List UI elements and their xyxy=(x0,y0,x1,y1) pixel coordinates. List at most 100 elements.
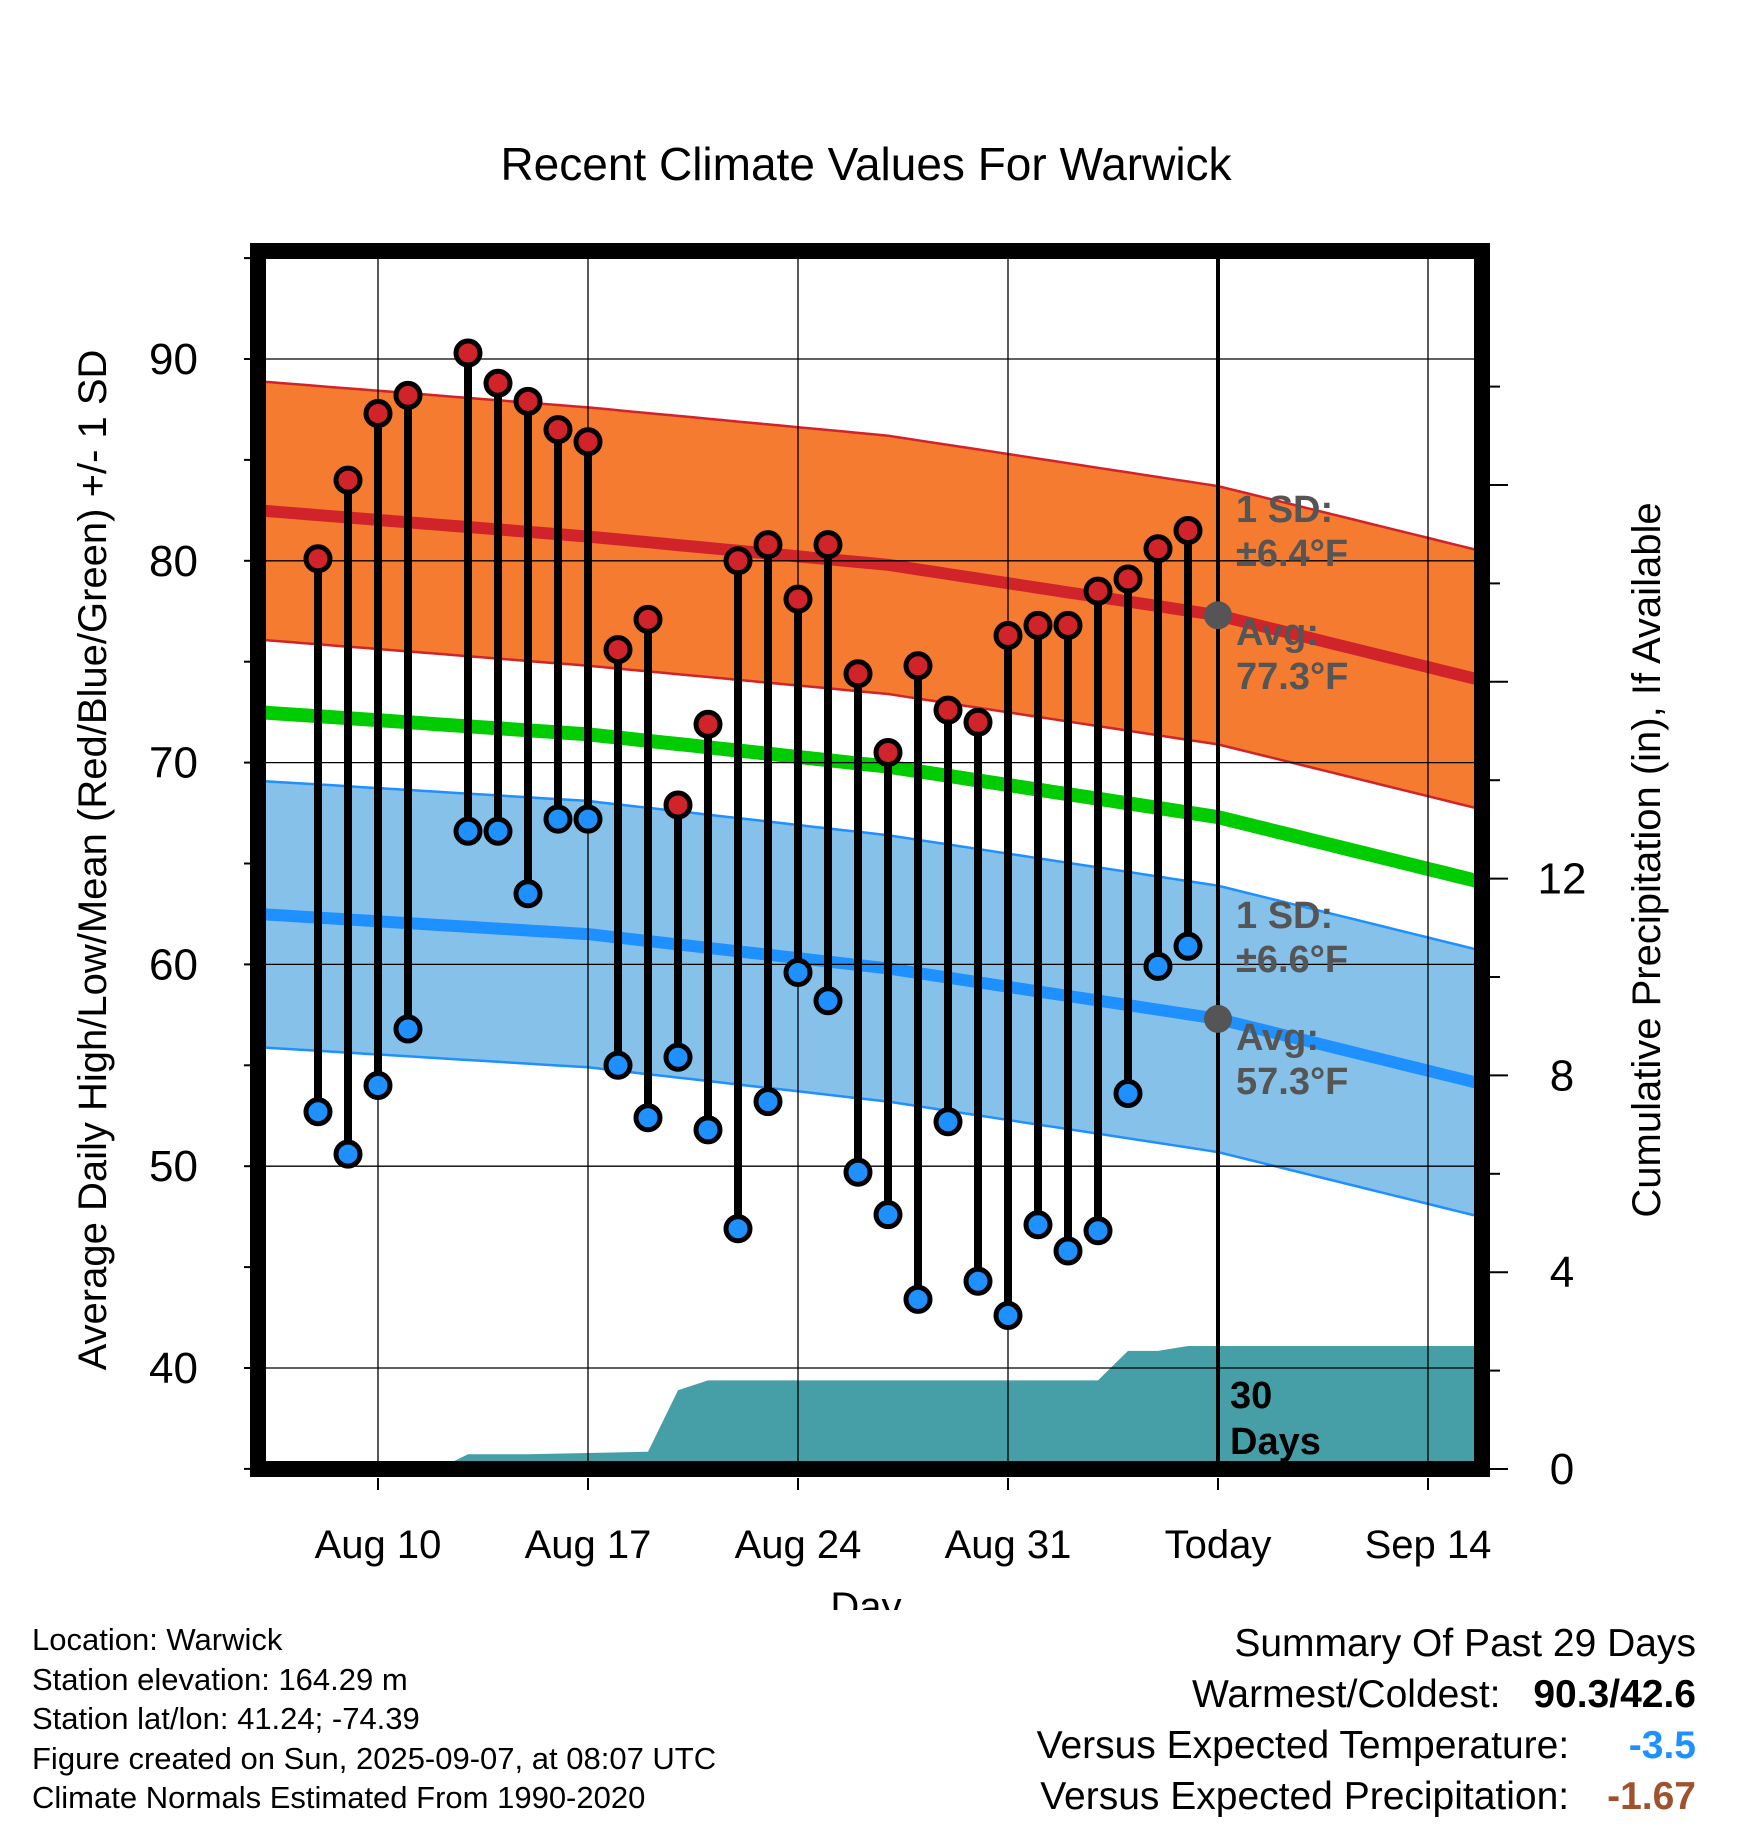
right-tick-label: 0 xyxy=(1550,1445,1574,1494)
normal-mean-line xyxy=(257,705,1490,891)
high-dot xyxy=(333,465,363,495)
low-dot xyxy=(1113,1079,1143,1109)
summary-title: Summary Of Past 29 Days xyxy=(1234,1622,1696,1665)
low-dot xyxy=(1053,1236,1083,1266)
warmest-value: 90.3/42.6 xyxy=(1533,1673,1696,1716)
low-dot xyxy=(843,1157,873,1187)
normal-high-line xyxy=(257,504,1490,688)
today-normal-low-marker xyxy=(1204,1004,1232,1033)
low-dot xyxy=(663,1042,693,1072)
low-sd-annotation: 1 SD: xyxy=(1236,895,1333,937)
high-dot xyxy=(1113,564,1143,594)
low-dot xyxy=(513,879,543,909)
low-dot xyxy=(933,1107,963,1137)
normal-low-line xyxy=(257,908,1490,1092)
created-text: Figure created on Sun, 2025-09-07, at 08… xyxy=(32,1740,717,1776)
high-dot xyxy=(813,530,843,560)
precip-anomaly-value: -1.67 xyxy=(1607,1775,1696,1818)
left-tick-label: 60 xyxy=(149,940,198,989)
high-dot xyxy=(963,707,993,737)
high-avg-annotation-value: 77.3°F xyxy=(1236,656,1348,698)
high-dot xyxy=(1023,610,1053,640)
high-sd-annotation-value: ±6.4°F xyxy=(1236,533,1348,575)
left-axis-title: Average Daily High/Low/Mean (Red/Blue/Gr… xyxy=(71,350,115,1371)
high-dot xyxy=(843,659,873,689)
axes: 40 50 60 70 80 90 0 4 8 12 Aug 10 Aug 17 Aug 24 Aug 3… xyxy=(71,257,1669,1610)
low-dot xyxy=(303,1097,333,1127)
low-dot xyxy=(993,1301,1023,1331)
bottom-tick-label: Today xyxy=(1165,1523,1272,1567)
low-dot xyxy=(693,1115,723,1145)
bottom-tick-label: Aug 17 xyxy=(525,1523,652,1567)
low-dot xyxy=(873,1200,903,1230)
daily-dots xyxy=(303,338,1232,1331)
low-dot xyxy=(813,986,843,1016)
high-upper-edge xyxy=(257,379,1489,554)
low-dot xyxy=(1083,1216,1113,1246)
high-dot xyxy=(1173,516,1203,546)
right-tick-label: 8 xyxy=(1550,1051,1574,1100)
low-sd-annotation-value: ±6.6°F xyxy=(1236,939,1348,981)
low-dot xyxy=(903,1284,933,1314)
left-tick-label: 80 xyxy=(149,537,198,586)
high-dot xyxy=(513,386,543,416)
low-dot xyxy=(393,1014,423,1044)
high-dot xyxy=(1143,534,1173,564)
low-dot xyxy=(723,1214,753,1244)
x-axis-title: Day xyxy=(830,1585,901,1610)
precipitation-area xyxy=(438,1346,1488,1469)
chart-title: Recent Climate Values For Warwick xyxy=(500,138,1232,190)
low-upper-edge xyxy=(257,779,1489,954)
summary-precip-row: Versus Expected Precipitation: -1.67 xyxy=(1037,1771,1696,1822)
low-dot xyxy=(753,1087,783,1117)
right-tick-label: 4 xyxy=(1550,1248,1574,1297)
high-dot xyxy=(663,790,693,820)
high-dot xyxy=(363,398,393,428)
high-dot xyxy=(393,380,423,410)
high-dot xyxy=(1083,576,1113,606)
high-sd-annotation: 1 SD: xyxy=(1236,489,1333,531)
elevation-text: Station elevation: 164.29 m xyxy=(32,1661,408,1697)
low-dot xyxy=(453,816,483,846)
days-label: 30 xyxy=(1230,1375,1272,1417)
high-dot xyxy=(603,635,633,665)
latlon-text: Station lat/lon: 41.24; -74.39 xyxy=(32,1701,420,1736)
high-dot xyxy=(543,415,573,445)
plot-frame xyxy=(250,243,1490,1477)
summary-panel: Summary Of Past 29 Days Warmest/Coldest:… xyxy=(1037,1618,1696,1822)
bottom-tick-label: Aug 10 xyxy=(315,1523,442,1567)
high-dot xyxy=(453,338,483,368)
high-dot xyxy=(873,738,903,768)
climate-chart: Recent Climate Values For Warwick 1 SD:±… xyxy=(71,138,1669,1610)
high-dot xyxy=(483,368,513,398)
high-avg-annotation: Avg: xyxy=(1236,612,1319,654)
warmest-label: Warmest/Coldest: xyxy=(1192,1673,1501,1716)
low-dot xyxy=(1173,931,1203,961)
right-axis-title: Cumulative Precipitation (in), If Availa… xyxy=(1625,502,1669,1217)
low-sd-band xyxy=(258,780,1488,1219)
high-dot xyxy=(723,546,753,576)
low-lower-edge xyxy=(257,1045,1489,1220)
low-dot xyxy=(1023,1210,1053,1240)
left-tick-label: 50 xyxy=(149,1142,198,1191)
right-tick-label: 12 xyxy=(1538,855,1587,904)
left-tick-label: 70 xyxy=(149,739,198,788)
left-tick-label: 90 xyxy=(149,335,198,384)
high-dot xyxy=(1053,610,1083,640)
high-dot xyxy=(993,620,1023,650)
high-sd-band xyxy=(258,381,1488,811)
temp-anomaly-label: Versus Expected Temperature: xyxy=(1036,1724,1570,1767)
low-dot xyxy=(783,957,813,987)
low-dot xyxy=(1143,951,1173,981)
high-dot xyxy=(903,651,933,681)
temp-anomaly-value: -3.5 xyxy=(1628,1724,1696,1767)
precip-area xyxy=(438,1346,1488,1469)
low-dot xyxy=(633,1103,663,1133)
precip-anomaly-label: Versus Expected Precipitation: xyxy=(1040,1775,1570,1818)
low-avg-annotation-value: 57.3°F xyxy=(1236,1061,1348,1103)
low-dot xyxy=(573,804,603,834)
normal-bands xyxy=(257,379,1490,1220)
high-dot xyxy=(303,544,333,574)
bottom-tick-label: Sep 14 xyxy=(1365,1523,1492,1567)
